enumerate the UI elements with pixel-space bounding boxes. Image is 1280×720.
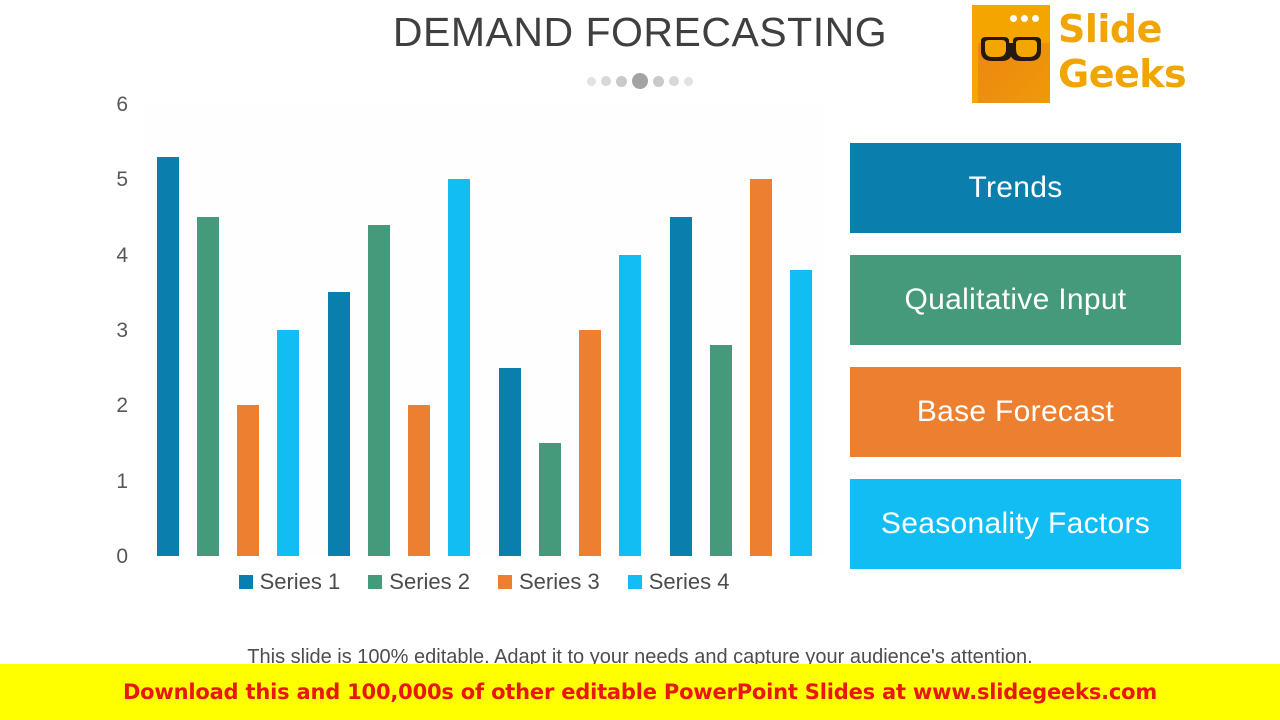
bar-series-3 [749,179,772,556]
legend-item[interactable]: Series 2 [368,570,470,594]
legend-label: Series 3 [519,569,600,594]
bar-series-1 [669,217,692,556]
y-axis-tick: 4 [116,243,128,267]
bar-series-1 [498,367,521,556]
bar-series-2 [196,217,219,556]
panel-box-base-forecast[interactable]: Base Forecast [850,367,1181,457]
legend-swatch-icon [498,575,512,589]
progress-dot-5 [653,75,664,87]
plot-area [142,104,826,556]
bar-series-3 [407,405,430,556]
y-axis-tick: 6 [116,93,128,116]
y-axis-tick: 5 [116,168,128,192]
progress-dot-6 [669,76,679,86]
progress-dot-2 [601,76,611,86]
legend-item[interactable]: Series 4 [627,569,730,594]
bar-series-4 [789,269,812,556]
chart-legend: Series 1 Series 2 Series 3 Series 4 [142,570,826,594]
bar-series-1 [156,156,179,556]
logo-dots-icon [1010,15,1039,22]
progress-dot-7 [684,76,693,86]
y-axis-tick: 2 [116,394,128,418]
bar-series-3 [578,330,601,556]
y-axis-tick: 1 [116,469,128,493]
editable-note: This slide is 100% editable. Adapt it to… [247,646,1033,668]
bar-series-1 [327,292,350,556]
legend-item[interactable]: Series 3 [498,570,600,594]
panel-box-trends[interactable]: Trends [850,143,1181,233]
y-axis: 0 1 2 3 4 5 6 [96,94,132,567]
legend-item[interactable]: Series 1 [238,569,341,594]
bar-group [313,104,484,556]
promo-text: Download this and 100,000s of other edit… [122,680,1158,704]
legend-swatch-icon [368,575,383,589]
bar-group [655,104,826,556]
logo-line-2: Geeks [1058,52,1187,96]
page-title: DEMAND FORECASTING [392,9,888,55]
bar-chart: 0 1 2 3 4 5 6 Series 1 Series 2 Series 3 Series 4 [96,94,826,604]
glasses-icon [981,37,1041,61]
category-panel: Trends Qualitative Input Base Forecast Seas… [850,143,1181,569]
bar-group [142,104,313,556]
bar-series-4 [447,179,470,556]
bar-group [484,104,655,556]
bar-series-4 [276,330,299,556]
decorative-dots [0,72,1280,90]
bar-series-4 [618,254,641,556]
panel-box-qualitative-input[interactable]: Qualitative Input [850,255,1181,345]
promo-bar[interactable]: Download this and 100,000s of other edit… [0,664,1280,720]
bar-series-2 [367,224,390,556]
panel-box-seasonality-factors[interactable]: Seasonality Factors [850,479,1181,569]
bar-series-3 [236,405,259,556]
y-axis-tick: 0 [116,545,128,568]
progress-dot-4 [632,73,648,89]
progress-dot-1 [587,76,596,86]
legend-swatch-icon [238,575,253,589]
logo-line-1: Slide [1058,7,1162,51]
legend-label: Series 1 [259,569,341,594]
bar-series-2 [538,443,561,556]
legend-label: Series 2 [389,569,470,594]
y-axis-tick: 3 [116,319,128,342]
logo-mark [972,5,1050,103]
bar-series-2 [709,345,732,556]
slidegeeks-logo: Slide Geeks [972,5,1187,105]
progress-dot-3 [616,75,627,87]
logo-wordmark: Slide Geeks [1058,7,1187,103]
legend-label: Series 4 [648,569,730,594]
legend-swatch-icon [627,575,642,589]
